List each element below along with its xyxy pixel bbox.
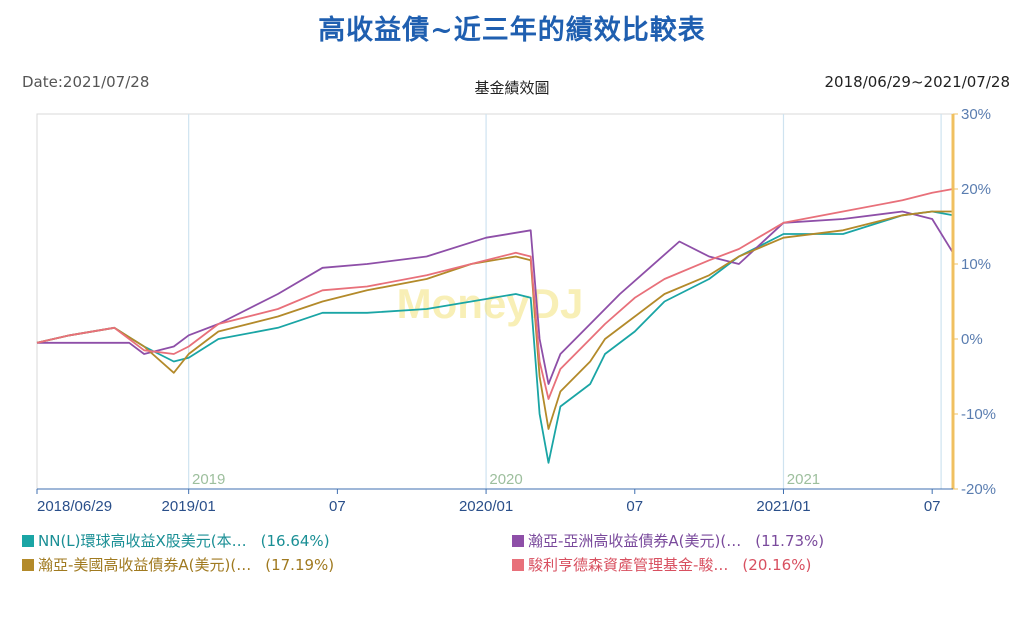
series-line-nomura: [36, 188, 954, 400]
legend-item-us[interactable]: 瀚亞-美國高收益債券A(美元)(… (17.19%): [22, 554, 334, 575]
x-tick-label: 07: [329, 498, 346, 515]
year-label: 2021: [787, 471, 820, 488]
x-tick-label: 2019/01: [162, 498, 216, 515]
legend-return-asia: (11.73%): [755, 531, 825, 550]
date-label: Date:2021/07/28: [22, 73, 150, 91]
legend-item-nomura[interactable]: 駿利亨德森資產管理基金-駿… (20.16%): [512, 554, 811, 575]
y-tick-label: -10%: [961, 406, 996, 423]
legend-swatch-asia: [512, 534, 524, 547]
legend-return-us: (17.19%): [265, 555, 335, 574]
y-tick-label: 20%: [961, 181, 991, 198]
legend-return-nn: (16.64%): [260, 531, 330, 550]
y-tick-label: -20%: [961, 481, 996, 498]
legend-item-asia[interactable]: 瀚亞-亞洲高收益債券A(美元)(… (11.73%): [512, 530, 824, 551]
year-label: 2019: [192, 471, 225, 488]
legend-swatch-nn: [22, 534, 34, 547]
y-tick-label: 10%: [961, 256, 991, 273]
year-label: 2020: [489, 471, 522, 488]
chart-name: 基金績效圖: [474, 79, 550, 97]
legend-return-nomura: (20.16%): [742, 555, 812, 574]
x-tick-label: 07: [924, 498, 941, 515]
legend-label-nomura: 駿利亨德森資產管理基金-駿…: [528, 556, 729, 574]
series-line-nn: [36, 210, 954, 464]
date-range: 2018/06/29~2021/07/28: [824, 73, 1010, 91]
legend-label-us: 瀚亞-美國高收益債券A(美元)(…: [38, 556, 252, 574]
legend-item-nn[interactable]: NN(L)環球高收益X股美元(本… (16.64%): [22, 530, 330, 551]
axis-layer: -20% -10% 0% 10% 20% 30% 2018/06/29 2019/01 07 20…: [36, 106, 996, 515]
x-tick-label: 2021/01: [756, 498, 810, 515]
legend-label-nn: NN(L)環球高收益X股美元(本…: [38, 532, 247, 550]
x-tick-label: 2020/01: [459, 498, 513, 515]
watermark: MoneyDJ: [397, 280, 584, 327]
y-tick-label: 30%: [961, 106, 991, 123]
legend-swatch-nomura: [512, 558, 524, 571]
legend-label-asia: 瀚亞-亞洲高收益債券A(美元)(…: [528, 532, 742, 550]
y-tick-label: 0%: [961, 331, 983, 348]
x-tick-label: 07: [626, 498, 643, 515]
page-title: 高收益債~近三年的績效比較表: [318, 15, 706, 46]
x-tick-label: 2018/06/29: [37, 498, 112, 515]
series-line-asia: [37, 210, 954, 385]
legend: NN(L)環球高收益X股美元(本… (16.64%) 瀚亞-美國高收益債券A(美…: [0, 528, 1024, 588]
series-layer: [36, 188, 954, 464]
legend-swatch-us: [22, 558, 34, 571]
